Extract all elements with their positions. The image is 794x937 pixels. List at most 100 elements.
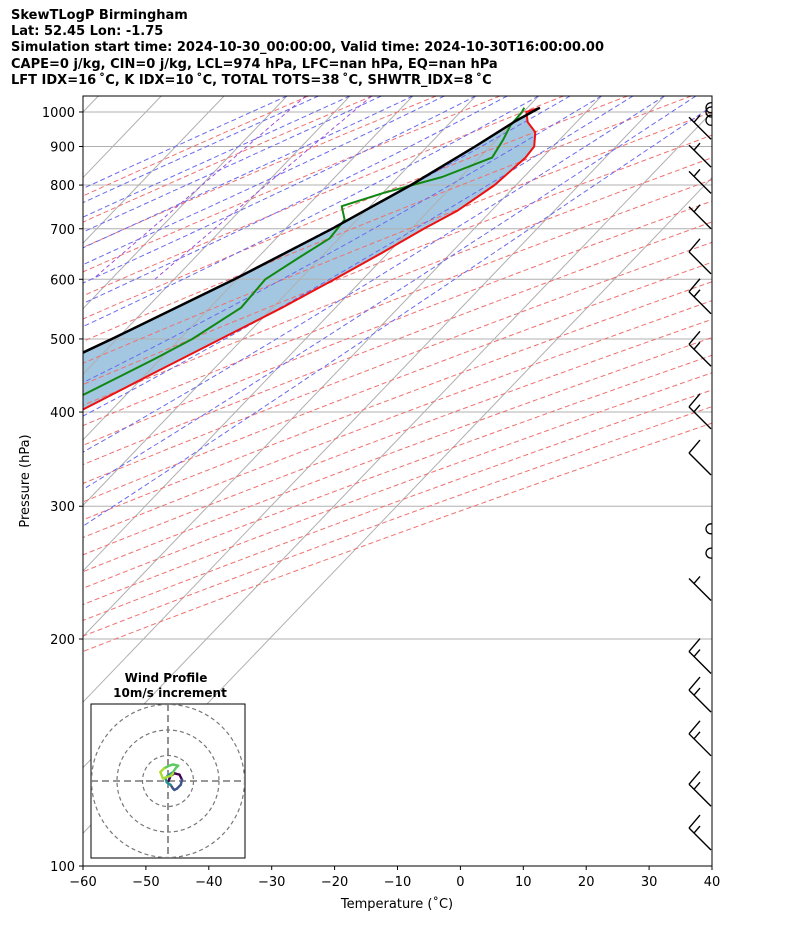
- hodograph-subtitle: 10m/s increment: [113, 686, 227, 700]
- wind-barb-flag: [688, 720, 701, 735]
- moist-adiabat-line: [83, 105, 712, 527]
- dry-adiabat-line: [83, 406, 712, 637]
- wind-barb-staff: [688, 170, 712, 194]
- wind-barb-staff: [688, 206, 712, 230]
- dry-adiabat-line: [83, 96, 692, 342]
- moist-adiabat-line: [83, 96, 539, 328]
- wind-barb-flag: [688, 770, 701, 785]
- cape-cin-shading: [83, 107, 540, 410]
- wind-barb-flag: [688, 676, 701, 691]
- wind-barb: [688, 142, 712, 168]
- mixing-ratio-lines: [92, 96, 373, 280]
- isotherm-line: [83, 96, 414, 441]
- wind-barbs: [688, 102, 712, 851]
- y-tick-label: 300: [50, 500, 75, 515]
- x-tick-label: 20: [578, 875, 595, 890]
- chart-title-block: SkewTLogP Birmingham Lat: 52.45 Lon: -1.…: [11, 8, 791, 89]
- dry-adiabat-lines: [83, 96, 712, 653]
- wind-barb-half-flag: [693, 114, 701, 123]
- wind-barb-staff: [688, 291, 712, 315]
- wind-barb: [688, 238, 712, 275]
- wind-barb-staff: [688, 343, 712, 367]
- moist-adiabat-line: [83, 96, 508, 305]
- cape-line: CAPE=0 j/kg, CIN=0 j/kg, LCL=974 hPa, LF…: [11, 56, 498, 72]
- moist-adiabat-line: [83, 96, 382, 233]
- index-line: LFT IDX=16 ˚C, K IDX=10 ˚C, TOTAL TOTS=3…: [11, 72, 492, 88]
- wind-barb-calm: [705, 547, 712, 559]
- dry-adiabat-line: [83, 200, 712, 446]
- isotherm-line: [83, 96, 477, 507]
- isotherm-line: [83, 96, 539, 572]
- dry-adiabat-line: [83, 336, 712, 573]
- wind-barb: [688, 439, 712, 476]
- wind-barb: [688, 676, 712, 713]
- wind-barb: [688, 168, 712, 194]
- wind-barb-half-flag: [693, 204, 701, 213]
- wind-barb-staff: [688, 406, 712, 430]
- wind-barb-half-flag: [693, 825, 701, 834]
- chart-title: SkewTLogP Birmingham: [11, 8, 188, 23]
- y-tick-label: 200: [50, 633, 75, 648]
- x-tick-label: −40: [195, 875, 222, 890]
- wind-barb-flag: [688, 393, 701, 408]
- hodograph-trace-segment: [161, 774, 172, 780]
- wind-barb-half-flag: [693, 168, 701, 177]
- moist-adiabat-lines: [83, 96, 712, 527]
- x-axis-label: Temperature (˚C): [340, 896, 453, 912]
- x-tick-label: 10: [515, 875, 532, 890]
- x-tick-label: −60: [69, 875, 96, 890]
- x-tick-label: −10: [384, 875, 411, 890]
- x-tick-label: 30: [641, 875, 658, 890]
- wind-barb-flag: [688, 439, 701, 454]
- hodograph-title: Wind Profile: [125, 671, 208, 685]
- isotherm-line: [83, 96, 288, 310]
- moist-adiabat-line: [83, 96, 476, 284]
- moist-adiabat-line: [83, 96, 697, 491]
- wind-barb-staff: [688, 116, 712, 140]
- mixing-ratio-line: [154, 96, 373, 280]
- isobar-lines: [83, 111, 712, 866]
- hodograph-inset: Wind Profile 10m/s increment: [90, 671, 246, 859]
- wind-barb-staff: [688, 452, 712, 476]
- wind-barb-staff: [688, 827, 712, 851]
- dry-adiabat-line: [83, 134, 712, 386]
- moist-adiabat-line: [83, 96, 445, 266]
- y-axis: 100 200 300 400 500 600 700 800 900 1000: [42, 106, 83, 875]
- y-tick-label: 100: [50, 860, 75, 875]
- wind-barb: [688, 278, 712, 315]
- hodograph-plot: [91, 704, 245, 858]
- dry-adiabat-line: [83, 96, 437, 248]
- wind-barb-half-flag: [693, 731, 701, 740]
- dry-adiabat-line: [83, 111, 712, 364]
- dry-adiabat-line: [83, 179, 712, 427]
- moist-adiabat-line: [83, 96, 602, 384]
- wind-barb-half-flag: [693, 142, 701, 151]
- y-tick-label: 400: [50, 406, 75, 421]
- wind-barb-flag: [688, 814, 701, 829]
- moist-adiabat-line: [83, 96, 288, 190]
- wind-barb-calm: [705, 523, 712, 535]
- isotherm-line: [83, 96, 665, 703]
- wind-barb-staff: [688, 651, 712, 675]
- hodograph-trace-segment: [169, 772, 175, 778]
- dry-adiabat-line: [83, 157, 712, 406]
- dry-adiabat-line: [83, 96, 373, 223]
- y-tick-label: 800: [50, 179, 75, 194]
- y-tick-label: 500: [50, 333, 75, 348]
- wind-barb-flag: [688, 238, 701, 253]
- moist-adiabat-line: [83, 96, 319, 204]
- plot-area: [83, 96, 712, 866]
- wind-barb: [688, 814, 712, 851]
- wind-barb: [688, 720, 712, 757]
- wind-barb: [688, 114, 712, 140]
- wind-barb: [688, 638, 712, 675]
- wind-barb-half-flag: [693, 687, 701, 696]
- wind-barb-staff: [688, 251, 712, 275]
- wind-barb-calm: [705, 114, 712, 126]
- wind-barb-half-flag: [693, 781, 701, 790]
- wind-barb-half-flag: [693, 575, 701, 584]
- x-tick-label: 40: [704, 875, 721, 890]
- y-tick-label: 600: [50, 273, 75, 288]
- y-axis-label: Pressure (hPa): [18, 434, 33, 527]
- wind-barb: [688, 575, 712, 601]
